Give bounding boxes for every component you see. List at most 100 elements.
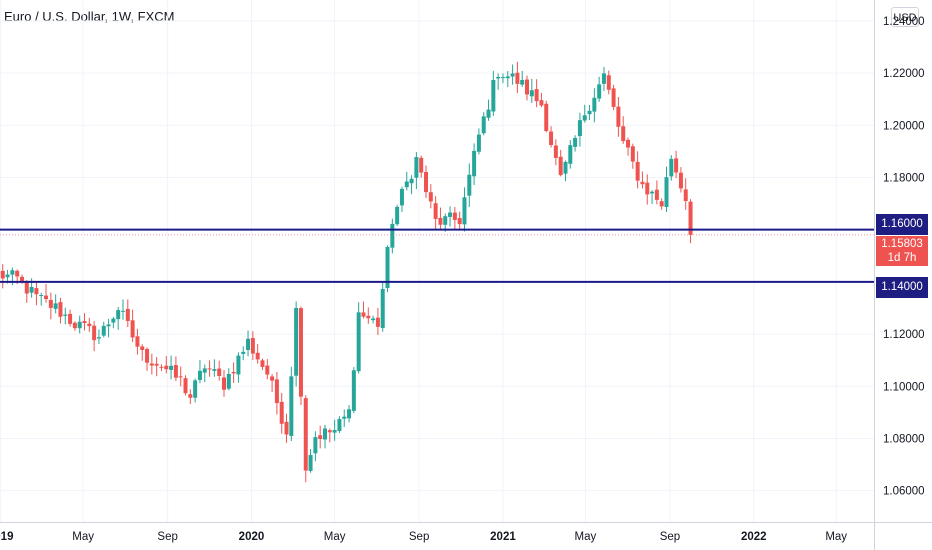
candle-body bbox=[116, 310, 121, 320]
candle-body bbox=[568, 145, 573, 164]
candle-body bbox=[63, 314, 68, 316]
candle-body bbox=[424, 171, 429, 193]
candle-body bbox=[231, 371, 236, 374]
candle-body bbox=[448, 212, 453, 217]
candle-body bbox=[563, 161, 568, 174]
y-tick-label: 1.20000 bbox=[883, 120, 925, 132]
currency-button[interactable]: USD bbox=[891, 7, 919, 27]
candle-body bbox=[255, 352, 260, 360]
candle-body bbox=[428, 192, 433, 202]
x-tick-label: Sep bbox=[157, 531, 177, 543]
candle-body bbox=[154, 363, 159, 366]
upper-level-tag: 1.16000 bbox=[876, 214, 928, 235]
candle-body bbox=[366, 315, 371, 319]
candle-body bbox=[250, 338, 255, 354]
candle-body bbox=[462, 197, 467, 225]
candle-body bbox=[44, 295, 49, 300]
candle-body bbox=[183, 378, 188, 394]
grid-lines bbox=[0, 0, 874, 522]
candle-body bbox=[101, 325, 106, 336]
candle-body bbox=[597, 84, 602, 99]
horizontal-levels bbox=[0, 228, 874, 283]
candle-body bbox=[217, 368, 222, 376]
candle-body bbox=[318, 435, 323, 439]
candle-body bbox=[323, 428, 328, 440]
candle-body bbox=[496, 76, 501, 79]
candle-body bbox=[529, 90, 534, 97]
candle-body bbox=[510, 73, 515, 77]
x-tick-label: Sep bbox=[660, 531, 680, 543]
candle-body bbox=[313, 437, 318, 454]
candle-body bbox=[645, 182, 650, 195]
x-tick-label: May bbox=[825, 531, 847, 543]
candle-body bbox=[202, 368, 207, 373]
candle-body bbox=[265, 365, 270, 375]
candle-body bbox=[241, 351, 246, 354]
candle-body bbox=[337, 419, 342, 431]
candle-body bbox=[626, 139, 631, 148]
candle-body bbox=[452, 212, 457, 220]
last-price-tag: 1.15803 1d 7h bbox=[876, 236, 928, 266]
x-tick-label: May bbox=[72, 531, 94, 543]
candle-body bbox=[399, 188, 404, 206]
candle-body bbox=[34, 288, 39, 295]
candle-body bbox=[390, 223, 395, 248]
candle-body bbox=[616, 106, 621, 127]
candle-body bbox=[68, 313, 73, 324]
candle-body bbox=[96, 337, 101, 339]
candle-body bbox=[53, 303, 58, 309]
chart-title: Euro / U.S. Dollar, 1W, FXCM bbox=[4, 9, 175, 24]
candle-body bbox=[197, 370, 202, 380]
candle-body bbox=[371, 318, 376, 321]
candle-body bbox=[164, 365, 169, 370]
candle-body bbox=[606, 75, 611, 90]
candle-body bbox=[140, 346, 145, 350]
candle-body bbox=[342, 416, 347, 419]
candle-body bbox=[24, 282, 29, 294]
candle-body bbox=[601, 73, 606, 84]
candle-body bbox=[414, 157, 419, 178]
candle-body bbox=[573, 137, 578, 147]
candle-body bbox=[236, 355, 241, 375]
x-tick-label: May bbox=[575, 531, 597, 543]
candle-body bbox=[674, 158, 679, 173]
candle-body bbox=[173, 365, 178, 378]
candle-body bbox=[159, 366, 164, 368]
candle-body bbox=[481, 116, 486, 134]
candle-body bbox=[433, 203, 438, 219]
candle-body bbox=[467, 174, 472, 196]
candle-body bbox=[284, 421, 289, 435]
candle-body bbox=[207, 368, 212, 370]
candle-body bbox=[327, 430, 332, 433]
candle-body bbox=[15, 270, 20, 277]
candle-body bbox=[491, 79, 496, 112]
candle-body bbox=[505, 76, 510, 79]
candle-body bbox=[351, 370, 356, 411]
candle-body bbox=[130, 320, 135, 338]
candle-body bbox=[193, 380, 198, 398]
y-tick-label: 1.22000 bbox=[883, 68, 925, 80]
candle-body bbox=[39, 295, 44, 297]
candle-body bbox=[525, 79, 530, 95]
candle-body bbox=[486, 109, 491, 118]
candle-body bbox=[274, 379, 279, 404]
x-tick-label: 2022 bbox=[741, 531, 767, 543]
x-tick-label: Sep bbox=[409, 531, 429, 543]
candle-body bbox=[106, 324, 111, 327]
candle-body bbox=[515, 72, 520, 84]
candle-body bbox=[149, 363, 154, 366]
candle-body bbox=[438, 217, 443, 225]
candle-body bbox=[678, 172, 683, 189]
x-tick-label: 2020 bbox=[239, 531, 265, 543]
candle-body bbox=[409, 178, 414, 184]
y-tick-label: 1.12000 bbox=[883, 329, 925, 341]
candle-body bbox=[592, 97, 597, 112]
candle-body bbox=[534, 89, 539, 102]
candle-body bbox=[92, 325, 97, 341]
x-tick-label: 2021 bbox=[490, 531, 516, 543]
candle-body bbox=[178, 376, 183, 378]
countdown-timer: 1d 7h bbox=[887, 252, 917, 264]
candle-body bbox=[577, 120, 582, 137]
time-axis[interactable]: 2019 May Sep 2020 May Sep 2021 May Sep 2022 May bbox=[0, 531, 847, 543]
